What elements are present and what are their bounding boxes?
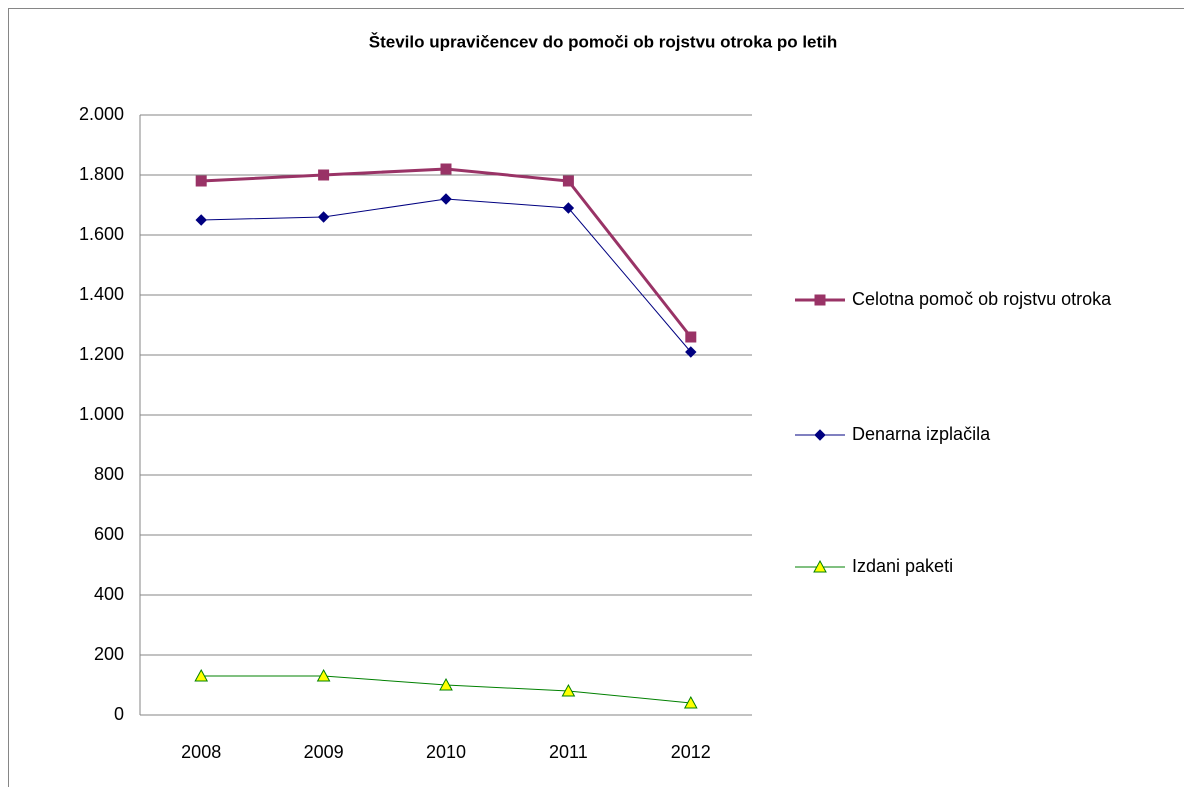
- data-point: [562, 175, 574, 187]
- y-tick-label: 1.200: [79, 344, 124, 364]
- y-tick-label: 0: [114, 704, 124, 724]
- legend-marker: [814, 294, 826, 306]
- y-tick-label: 1.400: [79, 284, 124, 304]
- y-tick-label: 200: [94, 644, 124, 664]
- data-point: [195, 214, 207, 226]
- x-tick-label: 2011: [549, 742, 588, 762]
- x-tick-label: 2008: [181, 742, 221, 762]
- y-tick-label: 2.000: [79, 104, 124, 124]
- legend-marker: [814, 429, 826, 441]
- data-point: [318, 169, 330, 181]
- data-point: [195, 175, 207, 187]
- data-point: [317, 211, 330, 223]
- y-tick-label: 600: [94, 524, 124, 544]
- data-point: [561, 683, 576, 697]
- legend-marker: [813, 559, 827, 573]
- data-point: [683, 695, 698, 709]
- legend-label: Izdani paketi: [852, 556, 953, 576]
- data-point: [440, 163, 452, 175]
- x-tick-label: 2009: [304, 742, 344, 762]
- y-tick-label: 1.800: [79, 164, 124, 184]
- chart-frame: [8, 8, 1184, 787]
- legend-label: Celotna pomoč ob rojstvu otroka: [852, 289, 1112, 309]
- data-point: [685, 331, 697, 343]
- data-point: [440, 193, 452, 205]
- y-tick-label: 800: [94, 464, 124, 484]
- legend-label: Denarna izplačila: [852, 424, 991, 444]
- y-tick-label: 1.600: [79, 224, 124, 244]
- data-point: [685, 346, 697, 358]
- y-tick-label: 1.000: [79, 404, 124, 424]
- data-point: [439, 677, 453, 691]
- data-point: [194, 668, 209, 682]
- y-tick-label: 400: [94, 584, 124, 604]
- data-point: [562, 202, 575, 214]
- data-point: [316, 668, 331, 682]
- x-tick-label: 2012: [671, 742, 711, 762]
- chart-title: Število upravičencev do pomoči ob rojstv…: [369, 32, 838, 51]
- x-tick-label: 2010: [426, 742, 466, 762]
